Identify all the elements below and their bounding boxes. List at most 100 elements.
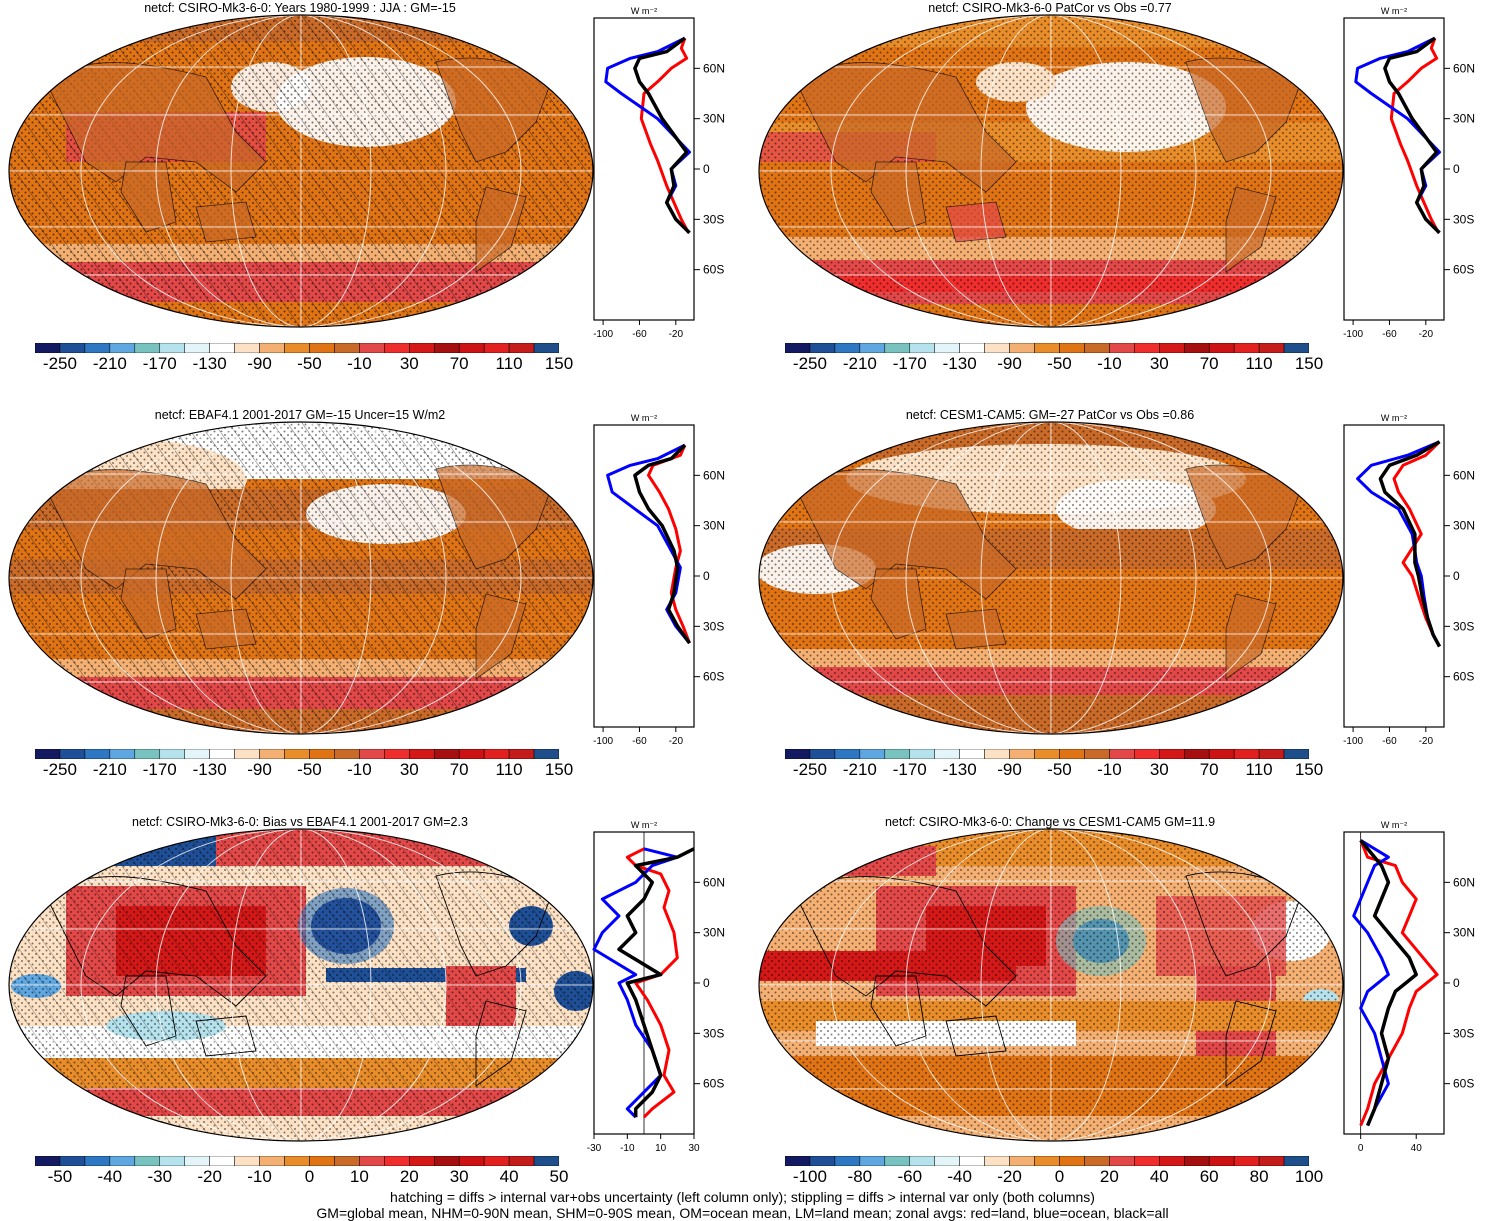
zonal-frame: [1343, 424, 1445, 728]
colorbar-tick-label: 20: [399, 1167, 419, 1186]
zonal-y-tick-label: 0: [703, 162, 710, 176]
zonal-y-tick-label: 0: [1453, 976, 1460, 990]
colorbar-swatch: [1084, 748, 1110, 760]
colorbar-swatch: [1034, 1155, 1060, 1167]
colorbar-tick-label: -20: [997, 1167, 1022, 1186]
colorbar-tick-label: 100: [1294, 1167, 1324, 1186]
colorbar-tick-label: -90: [247, 354, 272, 373]
colorbar-swatch: [1283, 342, 1310, 354]
colorbar-swatch: [309, 1155, 335, 1167]
colorbar-tick-label: 30: [449, 1167, 469, 1186]
panel-5-zonal-plot: W m⁻² 60N 30N 0 30S 60S -30 -10 10 30: [587, 820, 725, 1154]
colorbar-tick-label: -210: [842, 354, 877, 373]
colorbar-swatch: [159, 1155, 185, 1167]
zonal-y-tick-label: 60S: [1453, 263, 1474, 277]
footnote-legend: GM=global mean, NHM=0-90N mean, SHM=0-90…: [316, 1205, 1169, 1221]
colorbar-swatch: [483, 748, 510, 760]
panel-2-colorbar-labels: -250 -210 -170 -130 -90 -50 -10 30 70 110 150: [780, 354, 1323, 374]
panel-1-colorbar-labels: -250 -210 -170 -130 -90 -50 -10 30 70 110 150: [30, 354, 573, 374]
colorbar-swatch: [359, 342, 385, 354]
colorbar-swatch: [1258, 748, 1285, 760]
zonal-x-tick-label: -100: [593, 736, 613, 747]
panel-6-colorbar: [784, 1153, 1310, 1167]
panel-1-zonal-plot: W m⁻² 60N 30N 0 30S 60S -100 -60 -20: [593, 6, 725, 340]
colorbar-swatch: [1233, 748, 1260, 760]
colorbar-tick-label: 110: [495, 760, 523, 779]
colorbar-tick-label: -50: [47, 1167, 73, 1186]
colorbar-tick-label: -60: [897, 1167, 923, 1186]
colorbar-swatch: [259, 1155, 285, 1167]
zonal-y-tick-label: 30N: [1453, 519, 1475, 533]
zonal-y-tick-label: 0: [1453, 162, 1460, 176]
colorbar-swatch: [1283, 748, 1310, 760]
zonal-series-all: [1383, 36, 1441, 235]
colorbar-swatch: [1283, 1155, 1310, 1167]
colorbar-swatches: [784, 342, 1310, 354]
colorbar-swatch: [508, 1155, 535, 1167]
colorbar-swatch: [409, 748, 435, 760]
zonal-x-tick-label: -20: [669, 736, 684, 747]
colorbar-swatch: [1109, 1155, 1135, 1167]
colorbar-swatch: [1109, 342, 1135, 354]
panel-2-title: netcf: CSIRO-Mk3-6-0 PatCor vs Obs =0.77: [928, 1, 1172, 15]
zonal-series-land: [639, 37, 690, 234]
colorbar-tick-label: -210: [842, 760, 877, 779]
colorbar-swatch: [859, 342, 886, 354]
colorbar-swatch: [1059, 1155, 1085, 1167]
colorbar-tick-label: 150: [1294, 760, 1324, 779]
zonal-y-tick-label: 30N: [703, 112, 725, 126]
colorbar-swatch: [909, 748, 935, 760]
panel-3-zonal-plot: W m⁻² 60N 30N 0 30S 60S -100 -60 -20: [593, 413, 725, 747]
colorbar-swatch: [184, 748, 210, 760]
colorbar-tick-label: -130: [192, 354, 227, 373]
zonal-x-tick-label: -30: [587, 1143, 602, 1154]
colorbar-tick-label: 50: [549, 1167, 569, 1186]
zonal-y-tick-label: 0: [703, 976, 710, 990]
colorbar-tick-label: 0: [1054, 1167, 1065, 1186]
colorbar-swatch: [784, 748, 811, 760]
zonal-y-tick-label: 30S: [703, 1026, 724, 1040]
colorbar-swatch: [809, 748, 836, 760]
zonal-unit-label: W m⁻²: [631, 820, 657, 830]
colorbar-tick-label: -10: [1097, 354, 1122, 373]
colorbar-swatch: [134, 342, 161, 354]
colorbar-swatch: [309, 342, 335, 354]
panel-5-colorbar: [34, 1153, 560, 1167]
colorbar-tick-label: -10: [247, 1167, 272, 1186]
colorbar-swatch: [1134, 748, 1160, 760]
colorbar-swatch: [84, 1155, 111, 1167]
colorbar-swatch: [458, 748, 485, 760]
colorbar-swatch: [184, 342, 210, 354]
colorbar-swatch: [1159, 1155, 1185, 1167]
colorbar-swatches: [784, 748, 1310, 760]
colorbar-tick-label: -250: [792, 354, 827, 373]
colorbar-swatch: [909, 342, 935, 354]
zonal-series-ocean: [592, 847, 679, 1119]
colorbar-swatch: [458, 1155, 485, 1167]
zonal-series-land: [1359, 839, 1439, 1127]
colorbar-swatch: [1059, 342, 1085, 354]
zonal-x-tick-label: -100: [593, 329, 613, 340]
colorbar-tick-label: -170: [892, 354, 927, 373]
colorbar-swatches: [34, 748, 560, 760]
colorbar-swatch: [159, 342, 185, 354]
zonal-series-all: [1359, 839, 1418, 1127]
panel-3-colorbar: [34, 746, 560, 760]
colorbar-tick-label: 110: [495, 354, 523, 373]
zonal-series-all: [633, 36, 691, 235]
colorbar-swatch: [259, 748, 285, 760]
panel-2-zonal-plot: W m⁻² 60N 30N 0 30S 60S -100 -60 -20: [1343, 6, 1475, 340]
colorbar-swatch: [1183, 342, 1210, 354]
colorbar-tick-label: 110: [1245, 354, 1273, 373]
panel-1-colorbar: [34, 340, 560, 354]
colorbar-swatch: [1009, 342, 1035, 354]
colorbar-tick-label: 70: [1199, 354, 1219, 373]
colorbar-tick-label: -90: [997, 760, 1022, 779]
colorbar-swatch: [1084, 342, 1110, 354]
colorbar-tick-label: -80: [847, 1167, 873, 1186]
colorbar-swatch: [1208, 342, 1235, 354]
colorbar-swatches: [34, 1155, 560, 1167]
zonal-y-tick-label: 60S: [1453, 1077, 1474, 1091]
colorbar-swatch: [1134, 342, 1160, 354]
colorbar-tick-label: 150: [544, 760, 574, 779]
